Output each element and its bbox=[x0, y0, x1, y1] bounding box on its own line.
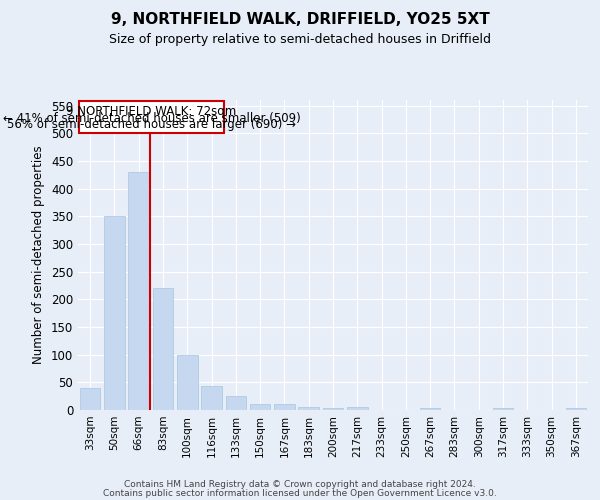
Bar bbox=[323, 408, 343, 410]
Bar bbox=[493, 408, 514, 410]
Text: Contains public sector information licensed under the Open Government Licence v3: Contains public sector information licen… bbox=[103, 488, 497, 498]
Bar bbox=[420, 408, 440, 410]
Bar bbox=[201, 386, 222, 410]
FancyBboxPatch shape bbox=[79, 101, 224, 133]
Y-axis label: Number of semi-detached properties: Number of semi-detached properties bbox=[32, 146, 46, 364]
Bar bbox=[152, 288, 173, 410]
Bar bbox=[226, 396, 246, 410]
Text: Contains HM Land Registry data © Crown copyright and database right 2024.: Contains HM Land Registry data © Crown c… bbox=[124, 480, 476, 489]
Bar bbox=[128, 172, 149, 410]
Bar bbox=[80, 388, 100, 410]
Bar bbox=[274, 404, 295, 410]
Bar bbox=[250, 404, 271, 410]
Text: Size of property relative to semi-detached houses in Driffield: Size of property relative to semi-detach… bbox=[109, 32, 491, 46]
Text: 9 NORTHFIELD WALK: 72sqm: 9 NORTHFIELD WALK: 72sqm bbox=[67, 105, 236, 118]
Bar bbox=[104, 216, 125, 410]
Bar bbox=[298, 407, 319, 410]
Text: 9, NORTHFIELD WALK, DRIFFIELD, YO25 5XT: 9, NORTHFIELD WALK, DRIFFIELD, YO25 5XT bbox=[110, 12, 490, 28]
Text: ← 41% of semi-detached houses are smaller (509): ← 41% of semi-detached houses are smalle… bbox=[2, 112, 301, 124]
Bar bbox=[177, 354, 197, 410]
Bar bbox=[347, 407, 368, 410]
Text: 56% of semi-detached houses are larger (690) →: 56% of semi-detached houses are larger (… bbox=[7, 118, 296, 132]
Bar bbox=[566, 408, 586, 410]
